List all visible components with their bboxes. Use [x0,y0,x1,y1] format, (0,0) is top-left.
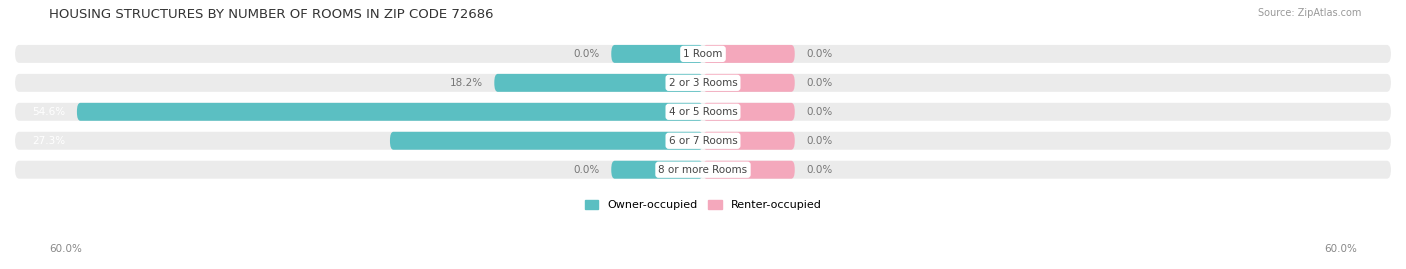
Text: 18.2%: 18.2% [450,78,482,88]
Legend: Owner-occupied, Renter-occupied: Owner-occupied, Renter-occupied [581,195,825,215]
FancyBboxPatch shape [703,132,794,150]
FancyBboxPatch shape [15,132,1391,150]
FancyBboxPatch shape [703,74,794,92]
FancyBboxPatch shape [15,161,1391,179]
FancyBboxPatch shape [495,74,703,92]
Text: 1 Room: 1 Room [683,49,723,59]
Text: 0.0%: 0.0% [806,49,832,59]
FancyBboxPatch shape [703,103,794,121]
FancyBboxPatch shape [15,103,1391,121]
FancyBboxPatch shape [15,45,1391,63]
Text: 0.0%: 0.0% [806,136,832,146]
FancyBboxPatch shape [389,132,703,150]
Text: HOUSING STRUCTURES BY NUMBER OF ROOMS IN ZIP CODE 72686: HOUSING STRUCTURES BY NUMBER OF ROOMS IN… [49,8,494,21]
FancyBboxPatch shape [612,161,703,179]
Text: 2 or 3 Rooms: 2 or 3 Rooms [669,78,737,88]
FancyBboxPatch shape [77,103,703,121]
Text: 4 or 5 Rooms: 4 or 5 Rooms [669,107,737,117]
Text: 8 or more Rooms: 8 or more Rooms [658,165,748,175]
Text: 60.0%: 60.0% [49,244,82,254]
Text: Source: ZipAtlas.com: Source: ZipAtlas.com [1257,8,1361,18]
Text: 0.0%: 0.0% [574,165,600,175]
FancyBboxPatch shape [703,161,794,179]
Text: 0.0%: 0.0% [574,49,600,59]
Text: 6 or 7 Rooms: 6 or 7 Rooms [669,136,737,146]
Text: 0.0%: 0.0% [806,107,832,117]
FancyBboxPatch shape [612,45,703,63]
Text: 27.3%: 27.3% [32,136,65,146]
FancyBboxPatch shape [703,45,794,63]
FancyBboxPatch shape [15,74,1391,92]
Text: 0.0%: 0.0% [806,165,832,175]
Text: 60.0%: 60.0% [1324,244,1357,254]
Text: 54.6%: 54.6% [32,107,65,117]
Text: 0.0%: 0.0% [806,78,832,88]
